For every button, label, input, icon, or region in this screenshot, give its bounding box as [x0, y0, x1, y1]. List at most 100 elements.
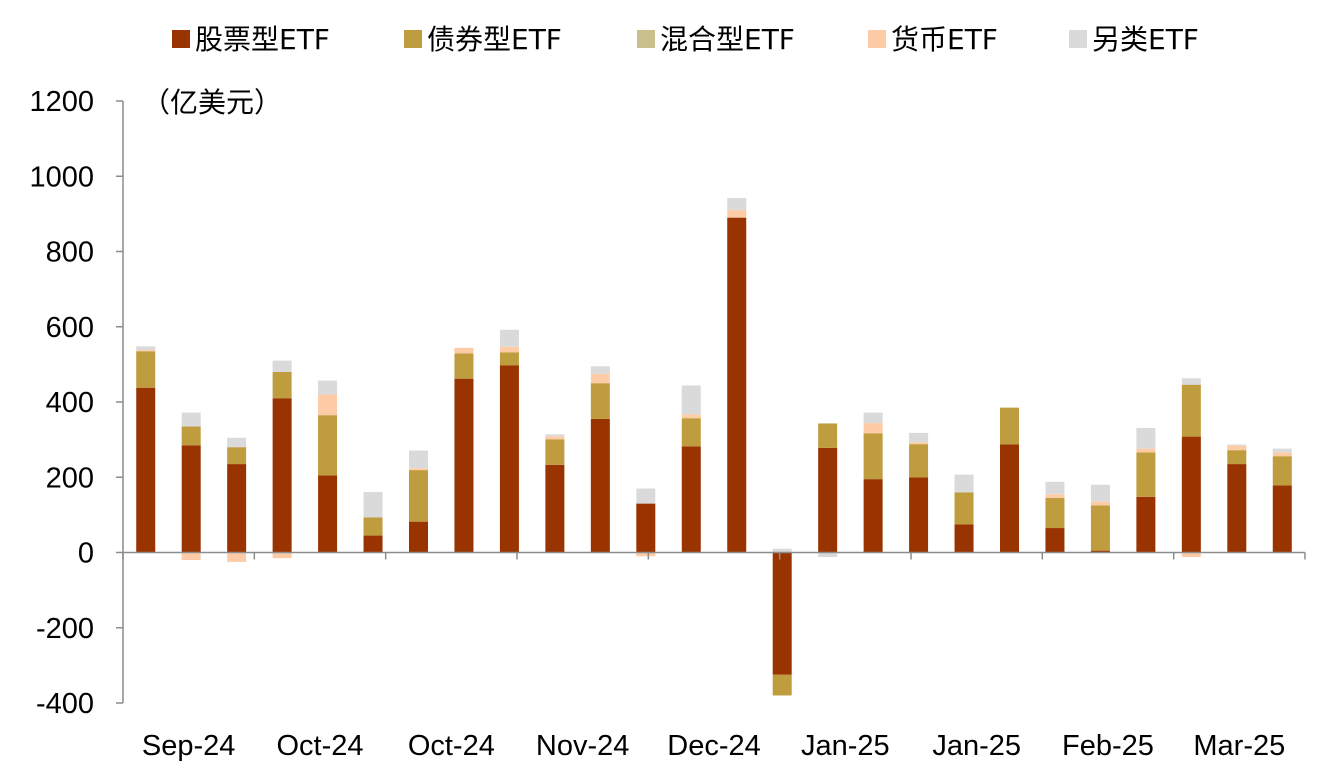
bar-segment [363, 517, 383, 536]
bar-segment [1136, 496, 1156, 553]
bar-segment [181, 426, 201, 446]
bar-segment [909, 442, 929, 445]
legend: 股票型ETF 债券型ETF 混合型ETF 货币ETF 另类ETF [172, 23, 1199, 56]
bar-segment [545, 464, 565, 553]
x-tick-label: Jan-25 [932, 730, 1021, 762]
bar-segment [318, 380, 338, 395]
bar-segment [772, 552, 792, 675]
bar-segment [1136, 448, 1156, 453]
bar-segment [545, 434, 565, 437]
bar-segment [136, 351, 156, 388]
bar-segment [499, 346, 519, 353]
legend-swatch [404, 30, 422, 48]
bar-segment [363, 491, 383, 518]
bar-segment [590, 383, 610, 419]
bar-segment [409, 450, 428, 469]
y-tick-label: 1000 [29, 161, 94, 193]
bar-segment [909, 432, 929, 443]
y-tick-label: 1200 [29, 86, 94, 118]
legend-label: 货币ETF [891, 23, 998, 56]
bar-segment [954, 524, 974, 553]
bar-segment [1227, 450, 1247, 465]
bar-segment [499, 329, 519, 347]
bar-segment [1272, 456, 1292, 486]
bar-segment [636, 488, 656, 504]
bar-segment [181, 412, 201, 427]
bar-segment [636, 552, 656, 557]
bar-segment [590, 373, 610, 384]
y-tick-label: -200 [36, 613, 94, 645]
bar-segment [590, 366, 610, 374]
bar-segment [590, 418, 610, 553]
bar-segment [1181, 436, 1201, 553]
bar-segment [181, 445, 201, 553]
bar-segment [681, 385, 701, 415]
bar-segment [272, 552, 292, 559]
bar-segment [681, 414, 701, 419]
bar-segment [681, 418, 701, 447]
bar-segment [1272, 485, 1292, 553]
bar-segment [1090, 505, 1110, 551]
bar-segment [454, 378, 474, 553]
bar-segment [1181, 378, 1201, 385]
bar-segment [136, 387, 156, 553]
x-tick-label: Oct-24 [408, 730, 495, 762]
bar-segment [227, 447, 247, 465]
bar-segment [636, 503, 656, 553]
legend-item: 股票型ETF [172, 23, 330, 56]
bar-segment [818, 552, 838, 558]
x-tick-label: Jan-25 [801, 730, 890, 762]
bar-segment [1181, 384, 1201, 437]
bar-segment [181, 552, 201, 561]
bar-segment [318, 415, 338, 476]
legend-swatch [637, 30, 655, 48]
bars [136, 198, 1292, 696]
bar-segment [409, 470, 428, 522]
y-tick-label: 0 [78, 538, 94, 570]
legend-item: 另类ETF [1069, 23, 1199, 56]
bar-segment [272, 371, 292, 399]
bar-segment [1227, 444, 1247, 446]
bar-segment [227, 552, 247, 562]
bar-segment [363, 535, 383, 553]
bar-segment [1272, 448, 1292, 453]
y-tick-label: 600 [46, 312, 94, 344]
bar-segment [1136, 452, 1156, 497]
bar-segment [409, 521, 428, 553]
y-axis: -400 -200 0 200 400 600 800 1000 1200 [29, 86, 124, 720]
x-tick-label: Dec-24 [667, 730, 761, 762]
legend-label: 债券型ETF [427, 23, 562, 56]
bar-segment [318, 475, 338, 553]
bar-segment [499, 352, 519, 366]
bar-segment [863, 423, 883, 434]
bar-segment [272, 360, 292, 372]
bar-segment [909, 477, 929, 553]
bar-segment [772, 674, 792, 696]
bar-segment [818, 447, 838, 553]
y-tick-label: 400 [46, 387, 94, 419]
bar-segment [136, 350, 156, 352]
bar-segment [227, 437, 247, 448]
x-tick-label: Nov-24 [536, 730, 630, 762]
legend-swatch [868, 30, 886, 48]
x-tick-label: Sep-24 [142, 730, 236, 762]
bar-segment [1136, 427, 1156, 449]
bar-segment [818, 423, 838, 448]
x-tick-label: Feb-25 [1062, 730, 1154, 762]
bar-segment [1090, 484, 1110, 502]
bar-segment [499, 365, 519, 553]
y-tick-label: -400 [36, 688, 94, 720]
bar-segment [727, 217, 747, 553]
y-tick-label: 800 [46, 237, 94, 269]
bar-segment [545, 439, 565, 465]
bar-segment [454, 353, 474, 379]
x-tick-label: Mar-25 [1193, 730, 1285, 762]
legend-item: 混合型ETF [637, 23, 795, 56]
legend-label: 股票型ETF [195, 23, 330, 56]
bar-segment [1090, 550, 1110, 553]
legend-swatch [1069, 30, 1087, 48]
bar-segment [545, 436, 565, 440]
legend-item: 债券型ETF [404, 23, 562, 56]
legend-item: 货币ETF [868, 23, 998, 56]
